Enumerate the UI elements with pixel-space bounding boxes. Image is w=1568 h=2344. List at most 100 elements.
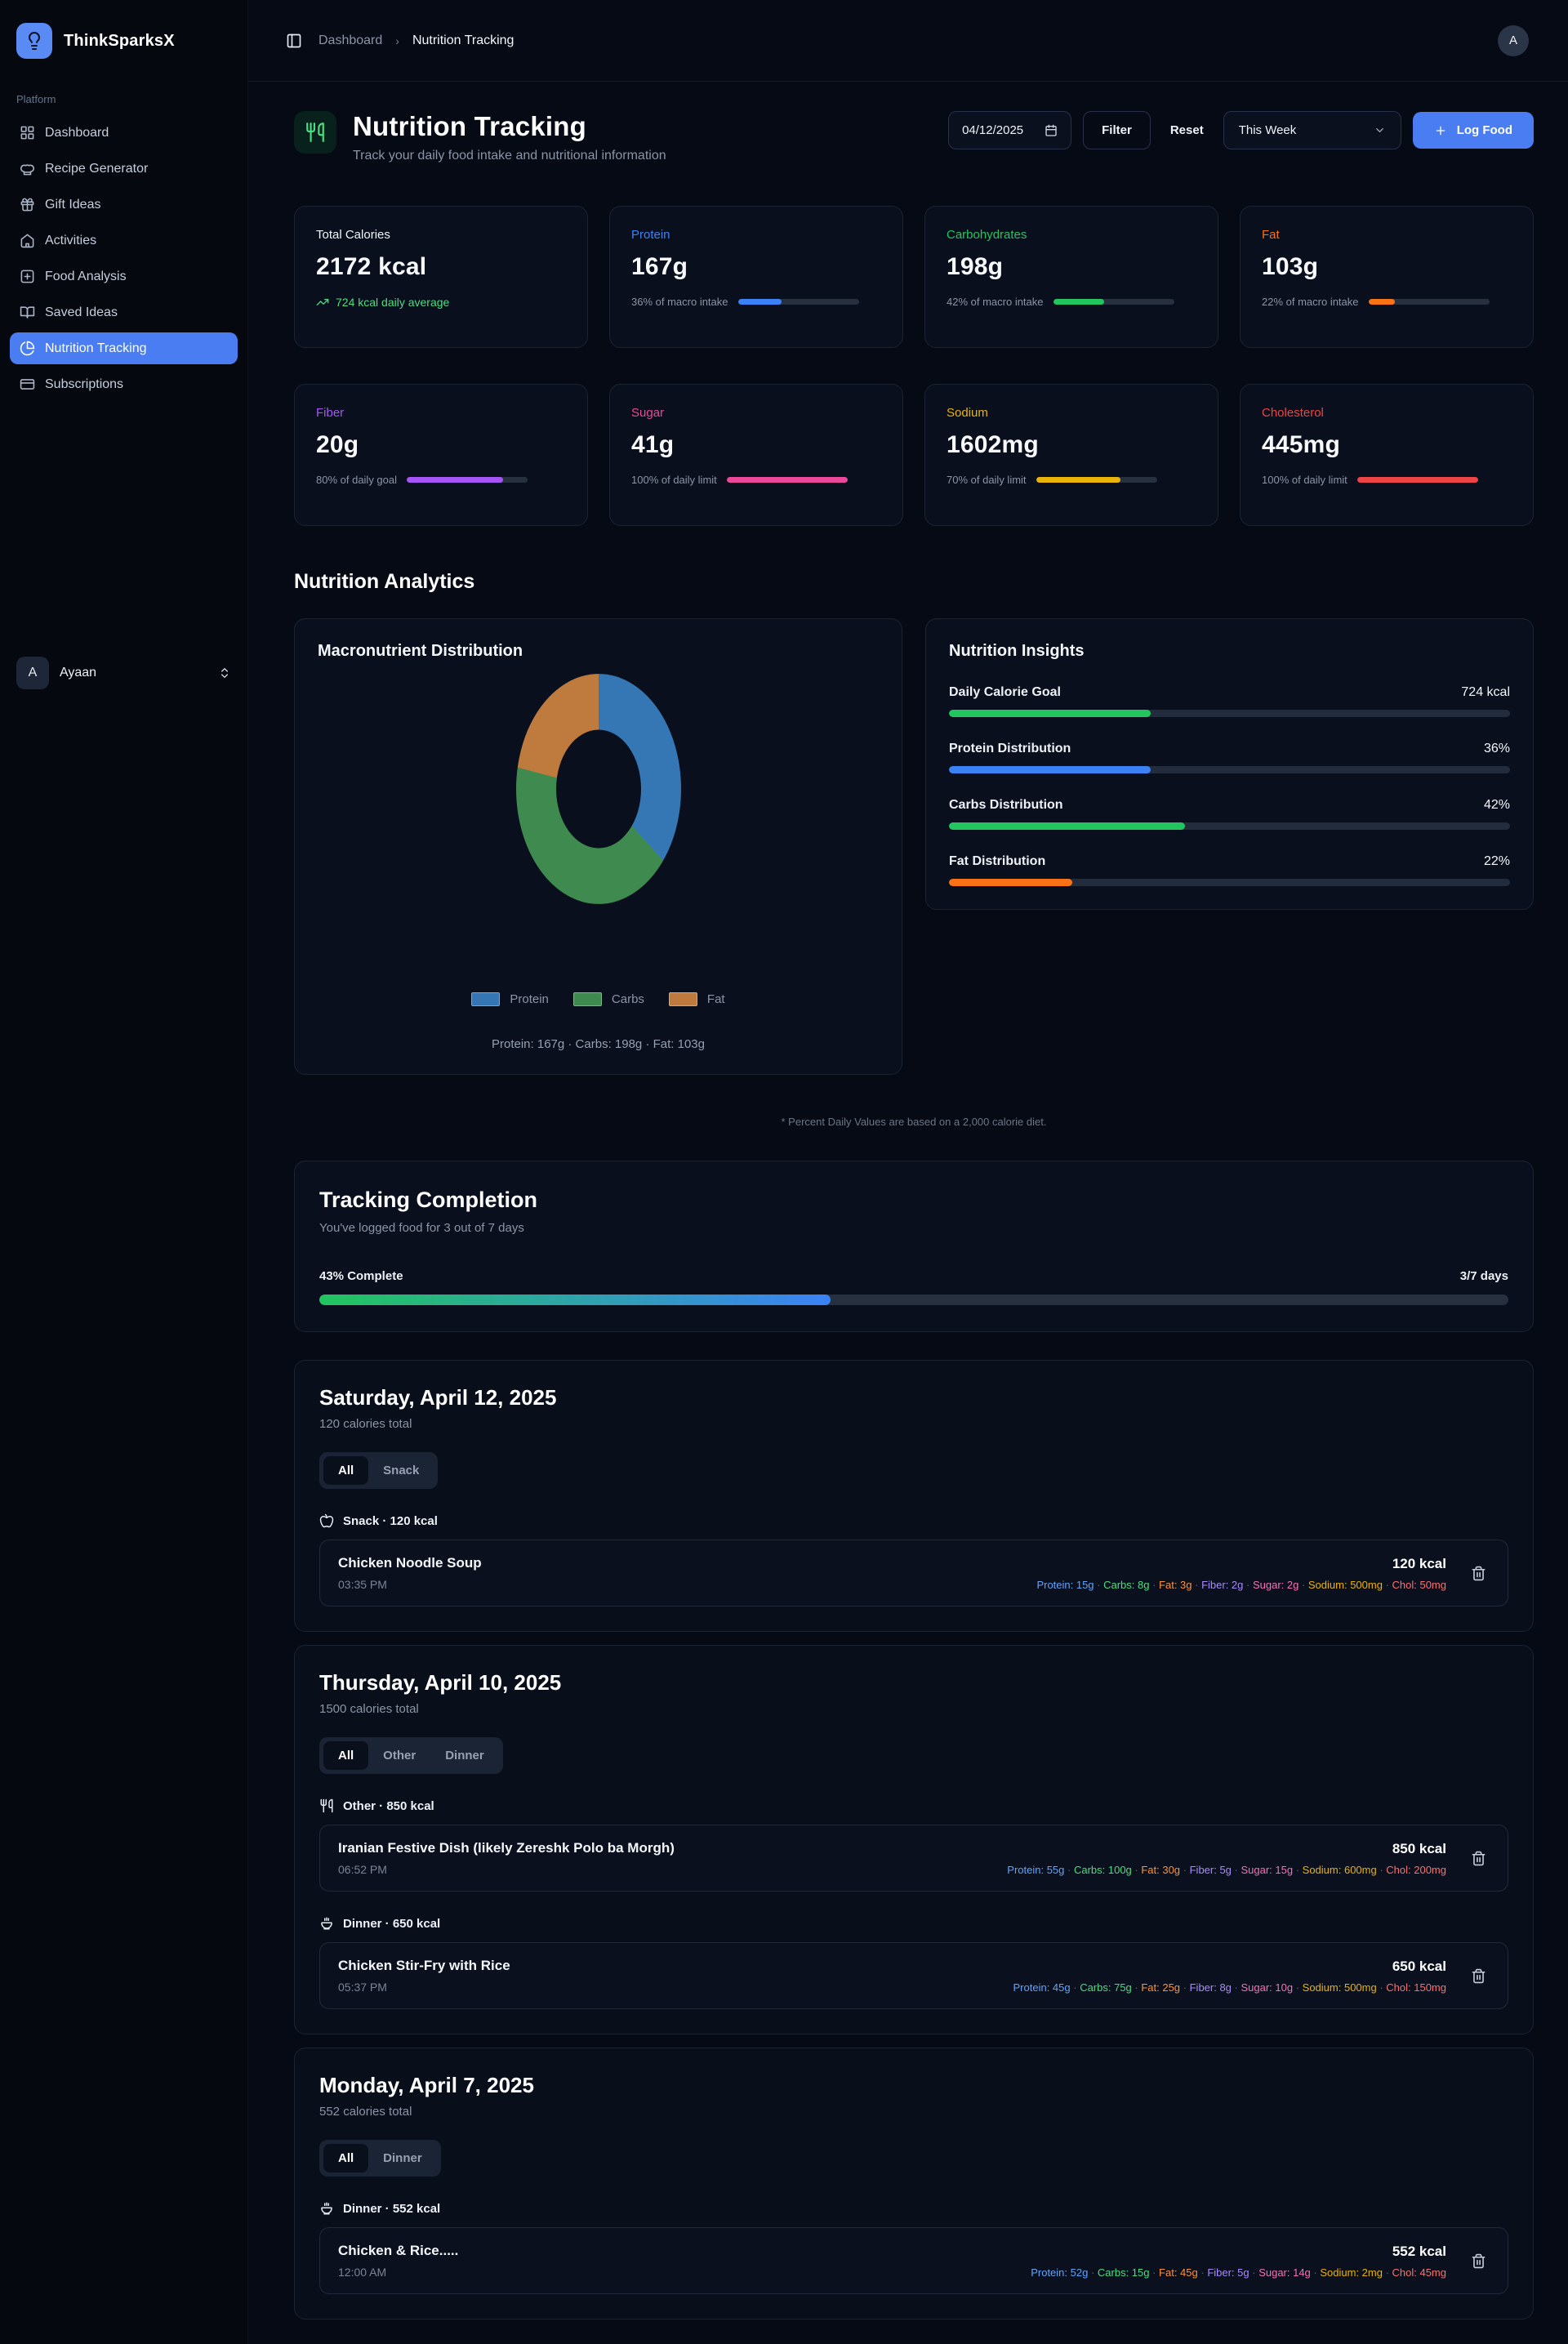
analytics-section-title: Nutrition Analytics: [294, 570, 475, 593]
tracking-completion-card: Tracking Completion You've logged food f…: [294, 1161, 1534, 1332]
apple-icon: [319, 1513, 334, 1528]
insight-daily-calorie-goal: Daily Calorie Goal 724 kcal: [949, 685, 1510, 717]
macro-chol: Chol: 150mg: [1386, 1981, 1446, 1994]
macro-sugar: Sugar: 10g: [1241, 1981, 1302, 1994]
meal-time: 12:00 AM: [338, 2266, 387, 2279]
donut-chart: [515, 674, 681, 904]
sidebar-item-dashboard[interactable]: Dashboard: [10, 117, 238, 149]
user-avatar: A: [16, 657, 49, 689]
stats-row-2: Fiber 20g 80% of daily goal Sugar 41g 10…: [294, 384, 1534, 526]
sidebar-item-recipe-generator[interactable]: Recipe Generator: [10, 153, 238, 185]
day-title: Thursday, April 10, 2025: [319, 1670, 562, 1695]
main-area: Dashboard › Nutrition Tracking A Nutriti…: [248, 0, 1568, 2344]
macro-fiber: Fiber: 5g: [1190, 1864, 1241, 1876]
tab-snack[interactable]: Snack: [368, 1456, 434, 1485]
chart-legend: Protein Carbs Fat: [318, 992, 879, 1006]
day-card-saturday: Saturday, April 12, 2025 120 calories to…: [294, 1360, 1534, 1632]
meal-macros: Protein: 52gCarbs: 15gFat: 45gFiber: 5gS…: [1031, 2266, 1446, 2279]
macro-sugar: Sugar: 15g: [1241, 1864, 1302, 1876]
tab-other[interactable]: Other: [368, 1741, 430, 1770]
meal-kcal: 552 kcal: [1392, 2243, 1446, 2259]
sidebar-toggle-icon[interactable]: [283, 29, 305, 52]
insight-fat-distribution: Fat Distribution 22%: [949, 854, 1510, 886]
lightbulb-icon: [16, 23, 52, 59]
account-avatar[interactable]: A: [1498, 25, 1529, 56]
reset-button[interactable]: Reset: [1162, 112, 1212, 149]
user-name: Ayaan: [60, 666, 97, 680]
day-title: Saturday, April 12, 2025: [319, 1385, 557, 1410]
macro-fat: Fat: 25g: [1141, 1981, 1189, 1994]
delete-meal-button[interactable]: [1468, 1562, 1490, 1584]
stat-fat: Fat 103g 22% of macro intake: [1240, 206, 1534, 348]
app-logo[interactable]: ThinkSparksX: [10, 20, 238, 62]
meal-macros: Protein: 55gCarbs: 100gFat: 30gFiber: 5g…: [1007, 1864, 1446, 1876]
user-menu[interactable]: A Ayaan: [10, 650, 238, 696]
tab-dinner[interactable]: Dinner: [430, 1741, 499, 1770]
macro-sodium: Sodium: 600mg: [1303, 1864, 1387, 1876]
utensils-icon: [294, 111, 336, 154]
tracking-title: Tracking Completion: [319, 1188, 538, 1212]
meal-name: Chicken Stir-Fry with Rice: [338, 1958, 510, 1973]
day-calories-total: 120 calories total: [319, 1417, 412, 1431]
meal-filter-tabs: All Snack: [319, 1452, 439, 1489]
macro-carbs: Carbs: 75g: [1080, 1981, 1141, 1994]
day-calories-total: 552 calories total: [319, 2105, 412, 2119]
chef-hat-icon: [20, 161, 35, 176]
day-card-monday: Monday, April 7, 2025 552 calories total…: [294, 2048, 1534, 2319]
range-select[interactable]: This Week: [1223, 111, 1401, 149]
macro-chol: Chol: 50mg: [1392, 1578, 1446, 1591]
chevrons-up-down-icon: [218, 666, 231, 680]
delete-meal-button[interactable]: [1468, 1847, 1490, 1869]
page-header: Nutrition Tracking Track your daily food…: [294, 111, 1534, 163]
meal-row: Chicken Stir-Fry with Rice 05:37 PM 650 …: [319, 1942, 1508, 2009]
macro-fiber: Fiber: 8g: [1190, 1981, 1241, 1994]
tab-all[interactable]: All: [323, 1456, 369, 1485]
legend-swatch-protein: [471, 992, 501, 1006]
sidebar-item-food-analysis[interactable]: Food Analysis: [10, 261, 238, 292]
chart-title: Macronutrient Distribution: [318, 642, 523, 660]
meal-name: Iranian Festive Dish (likely Zereshk Pol…: [338, 1840, 675, 1856]
sidebar-item-nutrition-tracking[interactable]: Nutrition Tracking: [10, 332, 238, 364]
macro-sodium: Sodium: 2mg: [1320, 2266, 1392, 2279]
stat-fiber: Fiber 20g 80% of daily goal: [294, 384, 588, 526]
delete-meal-button[interactable]: [1468, 2250, 1490, 2272]
meal-time: 05:37 PM: [338, 1981, 387, 1994]
sidebar-item-gift-ideas[interactable]: Gift Ideas: [10, 189, 238, 221]
meal-filter-tabs: All Other Dinner: [319, 1737, 503, 1774]
insights-title: Nutrition Insights: [949, 642, 1085, 660]
meal-name: Chicken & Rice.....: [338, 2243, 459, 2258]
meal-row: Chicken & Rice..... 12:00 AM 552 kcal Pr…: [319, 2227, 1508, 2294]
book-open-icon: [20, 305, 35, 320]
macro-fiber: Fiber: 2g: [1201, 1579, 1253, 1591]
macro-protein: Protein: 55g: [1007, 1864, 1074, 1876]
meal-group-dinner: Dinner · 552 kcal: [319, 2201, 1508, 2216]
log-food-button[interactable]: Log Food: [1412, 112, 1534, 149]
tab-all[interactable]: All: [323, 1741, 369, 1770]
macro-carbs: Carbs: 8g: [1103, 1579, 1159, 1591]
tab-dinner[interactable]: Dinner: [368, 2144, 437, 2172]
sidebar-item-saved-ideas[interactable]: Saved Ideas: [10, 296, 238, 328]
tab-all[interactable]: All: [323, 2144, 369, 2172]
sidebar-item-subscriptions[interactable]: Subscriptions: [10, 368, 238, 400]
utensils-icon: [319, 1798, 334, 1813]
day-card-thursday: Thursday, April 10, 2025 1500 calories t…: [294, 1645, 1534, 2034]
filter-button[interactable]: Filter: [1083, 111, 1151, 149]
meal-time: 06:52 PM: [338, 1863, 387, 1876]
macro-sodium: Sodium: 500mg: [1303, 1981, 1387, 1994]
stat-cholesterol: Cholesterol 445mg 100% of daily limit: [1240, 384, 1534, 526]
date-input[interactable]: 04/12/2025: [948, 111, 1072, 149]
macro-chol: Chol: 45mg: [1392, 2266, 1446, 2279]
sidebar-item-activities[interactable]: Activities: [10, 225, 238, 256]
meal-row: Chicken Noodle Soup 03:35 PM 120 kcal Pr…: [319, 1540, 1508, 1606]
meal-group-other: Other · 850 kcal: [319, 1798, 1508, 1813]
meal-filter-tabs: All Dinner: [319, 2140, 441, 2177]
sodium-progress: [1036, 477, 1157, 483]
tracking-percent-label: 43% Complete: [319, 1269, 403, 1283]
plus-icon: [1434, 124, 1447, 137]
breadcrumb-dashboard[interactable]: Dashboard: [318, 33, 383, 47]
app-name: ThinkSparksX: [64, 31, 175, 50]
delete-meal-button[interactable]: [1468, 1965, 1490, 1987]
carbs-progress: [1053, 299, 1174, 305]
page-subtitle: Track your daily food intake and nutriti…: [353, 149, 666, 163]
stat-total-calories: Total Calories 2172 kcal 724 kcal daily …: [294, 206, 588, 348]
